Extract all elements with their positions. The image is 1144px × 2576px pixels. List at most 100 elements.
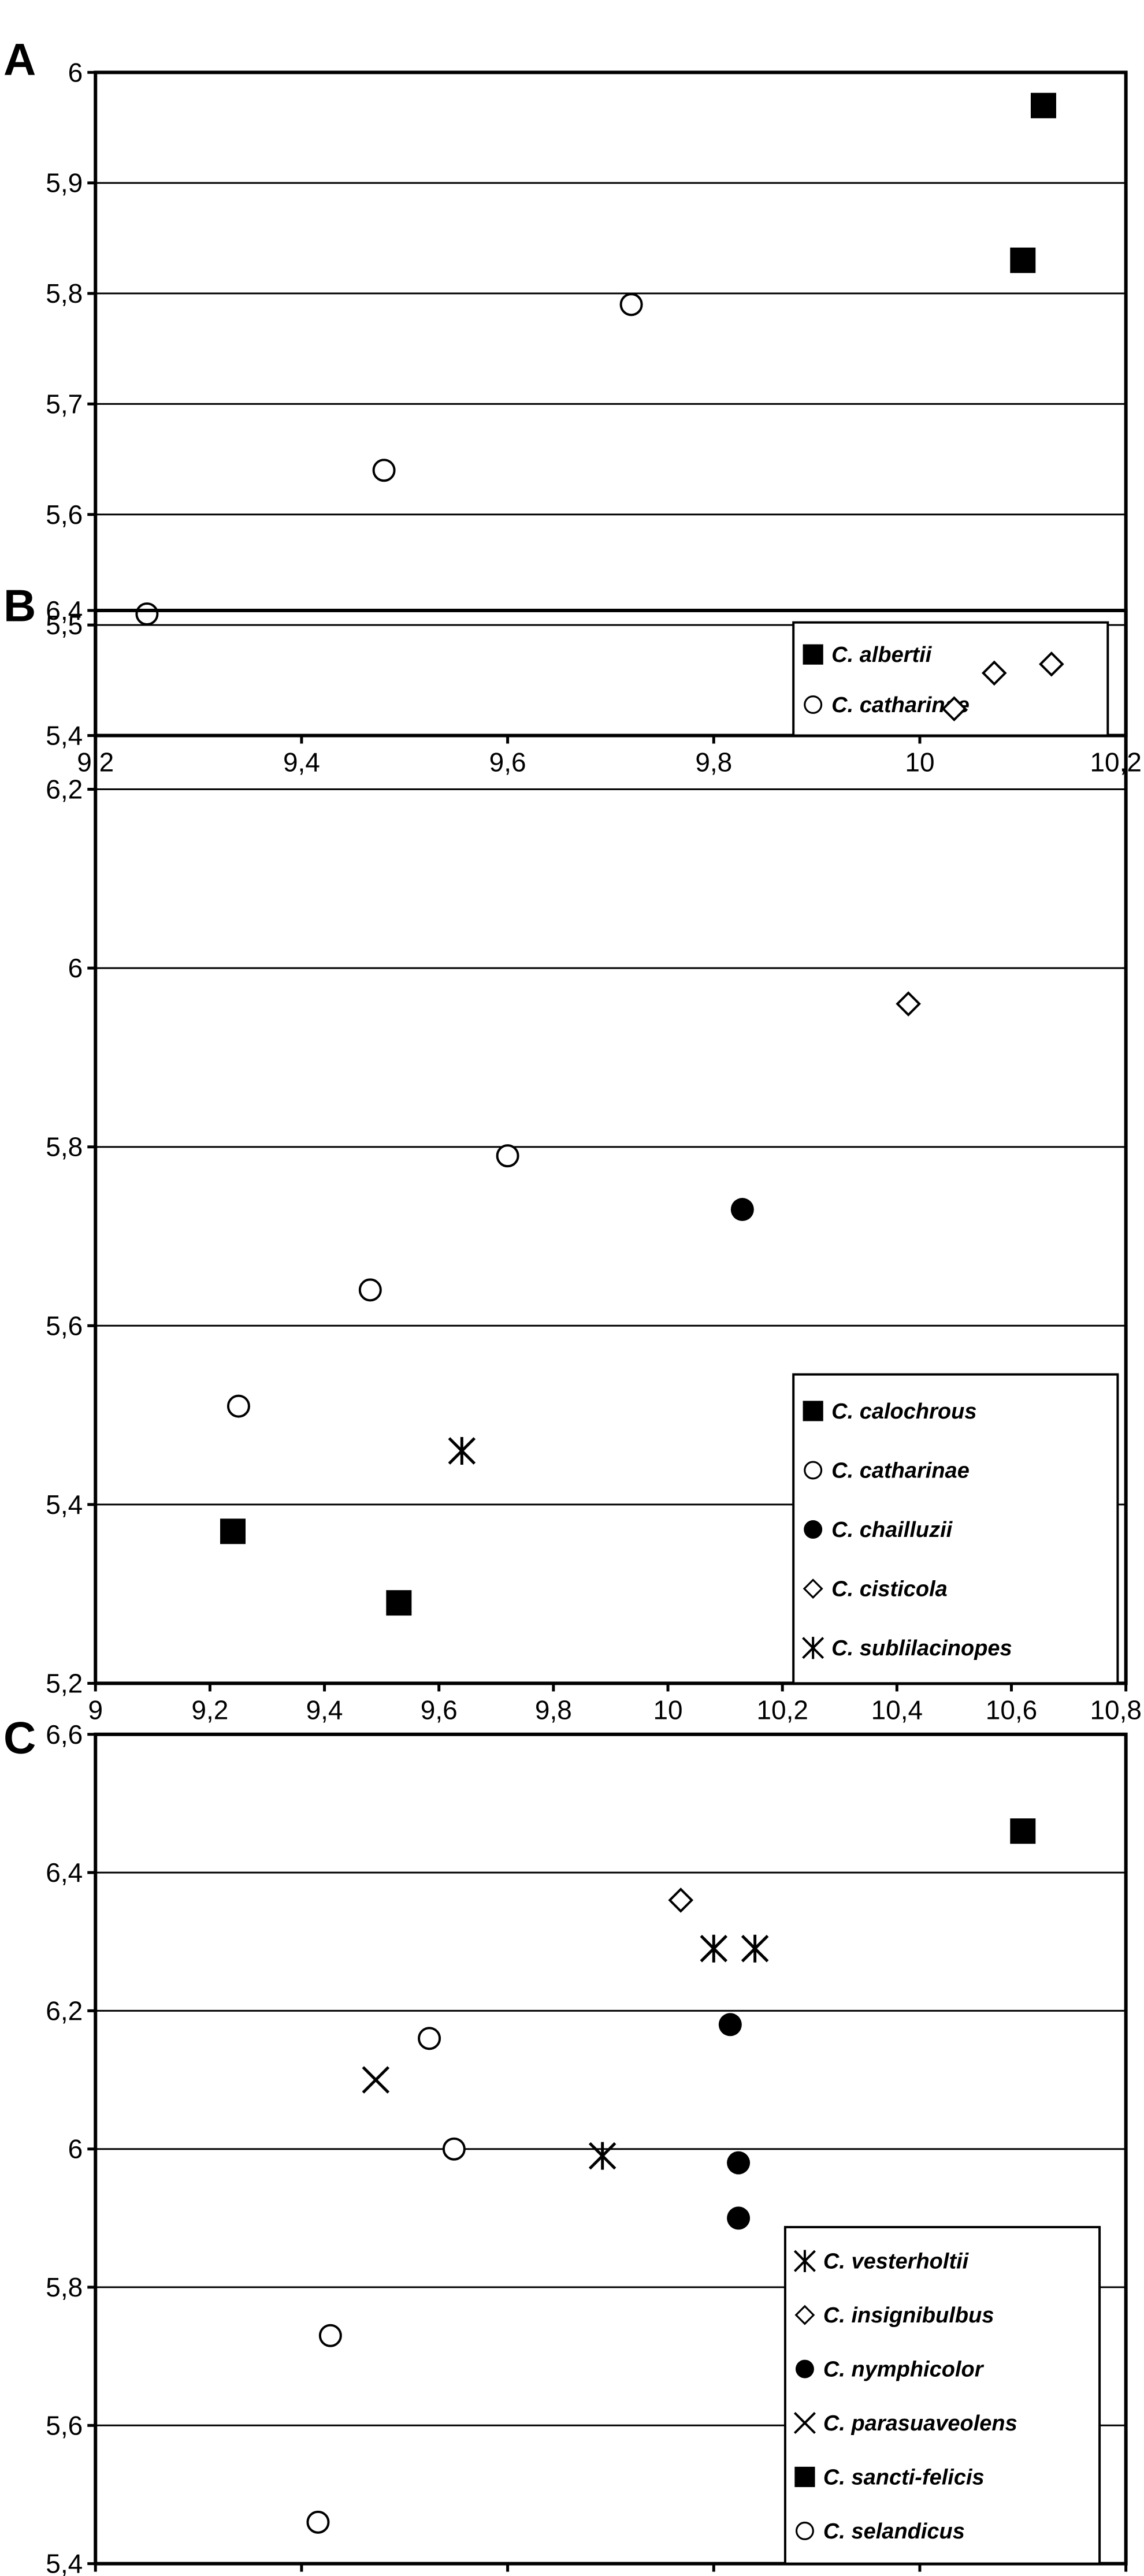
data-point-circle-open bbox=[318, 2324, 342, 2347]
data-point-diamond-open bbox=[668, 1888, 694, 1913]
data-point-cross bbox=[362, 2066, 390, 2094]
y-tick-label: 6 bbox=[68, 2134, 83, 2164]
legend-box bbox=[792, 1373, 1119, 1685]
y-tick-label: 5,8 bbox=[46, 1132, 83, 1162]
data-point-square-filled bbox=[1010, 1818, 1036, 1844]
data-point-cross-stroke bbox=[362, 2066, 390, 2094]
legend-marker bbox=[795, 2359, 814, 2378]
legend-marker-circle-open bbox=[795, 2521, 814, 2540]
y-tick-label: 5,6 bbox=[46, 500, 83, 530]
x-tick-label: 11 bbox=[906, 2575, 934, 2576]
panel-label: C bbox=[3, 1712, 36, 1763]
x-tick-label: 10,2 bbox=[756, 1695, 808, 1725]
x-tick-label: 9 bbox=[88, 1695, 103, 1725]
legend-marker bbox=[793, 2411, 816, 2434]
y-tick-label: 5,6 bbox=[46, 2410, 83, 2440]
y-tick-label: 5,8 bbox=[46, 278, 83, 308]
panel-b: B 5,2 5,4 5,6 5,8 6 6,2 6,4 9 9,2 9,4 9,6 9,8 10 10,2 1… bbox=[3, 580, 1142, 1725]
legend-marker-square-filled bbox=[794, 2466, 815, 2488]
y-tick-label: 5,5 bbox=[46, 610, 83, 640]
legend-marker-circle-filled bbox=[804, 1520, 823, 1539]
x-tick-label: 9,6 bbox=[489, 747, 526, 777]
data-point-circle-open bbox=[496, 1144, 519, 1168]
x-tick-label: 9,2 bbox=[191, 1695, 228, 1725]
legend-marker-circle-filled bbox=[795, 2359, 814, 2378]
data-point-circle-open bbox=[442, 2137, 466, 2161]
x-tick-label: 9,6 bbox=[421, 1695, 458, 1725]
y-tick-label: 6,2 bbox=[46, 1996, 83, 2026]
legend-marker-circle-open bbox=[804, 695, 823, 714]
legend: C. calochrous C. catharinae C. chailluzii C… bbox=[792, 1373, 1119, 1685]
legend-marker bbox=[802, 1636, 824, 1659]
panel-a: A5,45,55,65,75,85,969,2 9,4 9,6 9,8 10 10,2C.… bbox=[3, 33, 1142, 777]
data-point-circle-open bbox=[135, 602, 159, 626]
legend-label: C. calochrous bbox=[831, 1399, 976, 1424]
legend-label: C. catharinae bbox=[831, 1458, 970, 1483]
legend-marker-square-filled bbox=[803, 1401, 823, 1421]
data-point-circle-open bbox=[619, 293, 643, 317]
x-tick-label: 10 bbox=[905, 747, 934, 777]
legend-label: C. parasuaveolens bbox=[823, 2411, 1017, 2436]
legend-marker bbox=[803, 1401, 823, 1421]
x-tick-label: 9,4 bbox=[306, 1695, 343, 1725]
legend-label: C. cisticola bbox=[831, 1577, 948, 1602]
y-tick-label: 5,2 bbox=[46, 1668, 83, 1698]
data-point-square-filled bbox=[386, 1590, 412, 1616]
legend: C. vesterholtii C. insignibulbus C. nymphi… bbox=[783, 2225, 1101, 2565]
y-tick-label: 5,4 bbox=[46, 1490, 83, 1520]
data-point-square-filled bbox=[220, 1518, 246, 1544]
data-point-square-filled bbox=[1010, 247, 1036, 273]
x-tick-label: 11,5 bbox=[1092, 2575, 1142, 2576]
legend-label: C. chailluzii bbox=[831, 1518, 953, 1542]
legend-marker bbox=[804, 1520, 823, 1539]
legend-label: C. nymphicolor bbox=[823, 2358, 985, 2382]
y-tick-label: 6 bbox=[68, 57, 83, 87]
y-tick-label: 6,2 bbox=[46, 775, 83, 805]
legend-marker bbox=[804, 1461, 823, 1480]
x-tick-label: 9,8 bbox=[695, 747, 732, 777]
legend-box bbox=[792, 621, 1109, 737]
data-point-asterisk bbox=[448, 1436, 476, 1465]
legend-marker-asterisk bbox=[793, 2250, 816, 2272]
data-point-circle-filled bbox=[730, 1198, 754, 1222]
panel-c: C 5,4 5,6 5,8 6 6,2 6,4 6,6 9 9,5 10 10,5 11 11,5 C. v… bbox=[3, 1712, 1142, 2576]
legend-marker-asterisk bbox=[802, 1636, 824, 1659]
data-point-circle-open bbox=[372, 459, 396, 482]
legend-marker-diamond-open bbox=[794, 2305, 815, 2325]
legend-marker bbox=[795, 2521, 814, 2540]
x-tick-label: 9,4 bbox=[283, 747, 320, 777]
legend-label: C. insignibulbus bbox=[823, 2303, 994, 2328]
y-tick-label: 6,4 bbox=[46, 1857, 83, 1888]
legend-marker-square-filled bbox=[803, 644, 823, 665]
legend-label: C. sublilacinopes bbox=[831, 1636, 1012, 1661]
legend-label: C. albertii bbox=[831, 643, 933, 667]
data-point-circle-filled bbox=[727, 2206, 751, 2230]
data-point-asterisk bbox=[741, 1934, 769, 1963]
data-point-circle-filled bbox=[727, 2151, 751, 2175]
legend-marker-diamond-open bbox=[803, 1579, 823, 1599]
data-point-circle-open bbox=[306, 2510, 330, 2534]
y-tick-label: 5,9 bbox=[46, 168, 83, 198]
y-tick-label: 5,7 bbox=[46, 389, 83, 419]
legend-label: C. sancti-felicis bbox=[823, 2465, 985, 2489]
x-tick-label: 10,6 bbox=[986, 1695, 1038, 1725]
legend-marker-cross bbox=[793, 2411, 816, 2434]
legend-marker bbox=[794, 2305, 815, 2325]
data-point-circle-open bbox=[226, 1394, 250, 1418]
legend-label: C. vesterholtii bbox=[823, 2250, 970, 2274]
legend-label: C. selandicus bbox=[823, 2519, 965, 2544]
x-tick-label: 10 bbox=[493, 2575, 522, 2576]
legend-marker bbox=[794, 2466, 815, 2488]
x-tick-label: 10,2 bbox=[1090, 747, 1142, 777]
x-tick-label: 10,4 bbox=[871, 1695, 923, 1725]
x-tick-label: 10,5 bbox=[688, 2575, 740, 2576]
data-point-diamond-open bbox=[1039, 651, 1064, 677]
data-point-circle-open bbox=[358, 1278, 382, 1302]
data-point-asterisk bbox=[700, 1934, 728, 1963]
legend-marker-circle-open bbox=[804, 1461, 823, 1480]
legend-marker bbox=[804, 695, 823, 714]
panel-label: B bbox=[3, 580, 36, 631]
data-point-circle-filled bbox=[718, 2013, 742, 2037]
